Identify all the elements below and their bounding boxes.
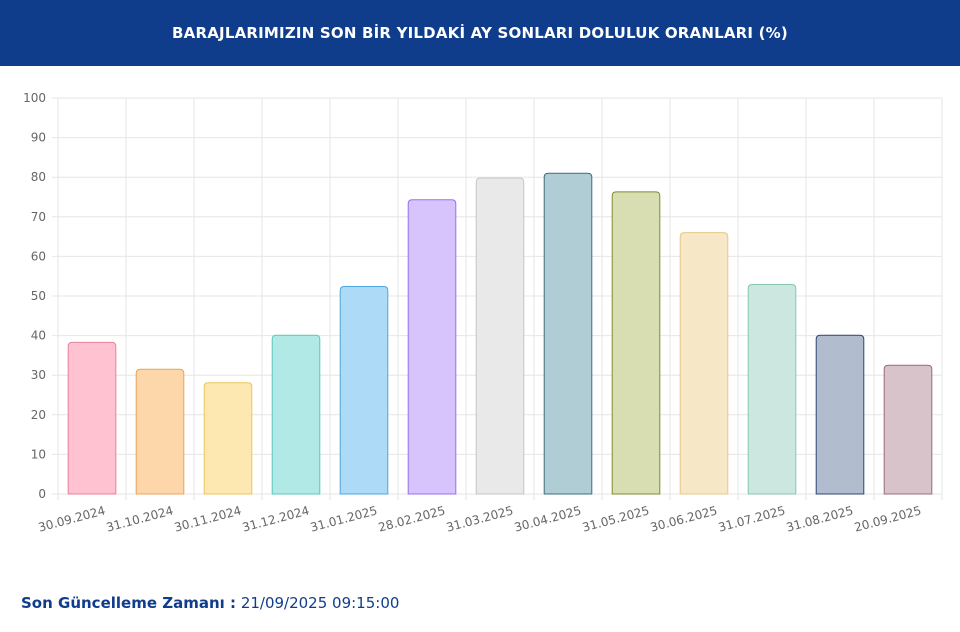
bar bbox=[339, 285, 389, 495]
y-tick-label: 0 bbox=[38, 487, 46, 501]
chart-area: 0 10 20 30 40 50 60 70 80 90 100 30.09.2024 31.10.20… bbox=[0, 66, 960, 556]
bar bbox=[543, 172, 593, 495]
last-update-label: Son Güncelleme Zamanı : bbox=[21, 594, 237, 612]
bar bbox=[135, 368, 185, 495]
bar bbox=[679, 232, 729, 495]
bar bbox=[271, 334, 321, 495]
y-tick-label: 50 bbox=[31, 289, 46, 303]
chart-header: BARAJLARIMIZIN SON BİR YILDAKİ AY SONLAR… bbox=[0, 0, 960, 66]
x-tick-label: 30.04.2025 bbox=[513, 503, 583, 534]
y-tick-label: 30 bbox=[31, 368, 46, 382]
bar bbox=[611, 191, 661, 495]
x-tick-label: 31.01.2025 bbox=[309, 503, 379, 534]
x-tick-label: 31.07.2025 bbox=[717, 503, 787, 534]
x-tick-label: 30.09.2024 bbox=[37, 503, 107, 534]
bar bbox=[475, 177, 525, 495]
bar-chart: 0 10 20 30 40 50 60 70 80 90 100 30.09.202431.10.20… bbox=[23, 91, 943, 535]
y-tick-label: 60 bbox=[31, 249, 46, 263]
bar bbox=[407, 199, 457, 495]
x-tick-label: 28.02.2025 bbox=[377, 503, 447, 534]
bar bbox=[203, 382, 253, 495]
x-tick-label: 31.05.2025 bbox=[581, 503, 651, 534]
last-update: Son Güncelleme Zamanı : 21/09/2025 09:15… bbox=[21, 594, 399, 612]
bar bbox=[815, 334, 865, 495]
chart-title: BARAJLARIMIZIN SON BİR YILDAKİ AY SONLAR… bbox=[172, 24, 788, 42]
y-tick-label: 100 bbox=[23, 91, 46, 105]
x-tick-label: 30.11.2024 bbox=[173, 503, 243, 534]
x-tick-label: 31.12.2024 bbox=[241, 503, 311, 534]
x-tick-label: 20.09.2025 bbox=[853, 503, 923, 534]
y-tick-label: 10 bbox=[31, 447, 46, 461]
y-tick-label: 90 bbox=[31, 131, 46, 145]
y-tick-label: 80 bbox=[31, 170, 46, 184]
y-tick-label: 70 bbox=[31, 210, 46, 224]
y-tick-label: 40 bbox=[31, 329, 46, 343]
y-tick-label: 20 bbox=[31, 408, 46, 422]
x-tick-label: 30.06.2025 bbox=[649, 503, 719, 534]
x-tick-label: 31.03.2025 bbox=[445, 503, 515, 534]
bar bbox=[883, 364, 933, 495]
x-tick-label: 31.08.2025 bbox=[785, 503, 855, 534]
bar bbox=[747, 284, 797, 495]
bar bbox=[67, 341, 117, 495]
last-update-value: 21/09/2025 09:15:00 bbox=[240, 594, 400, 612]
x-tick-label: 31.10.2024 bbox=[105, 503, 175, 534]
